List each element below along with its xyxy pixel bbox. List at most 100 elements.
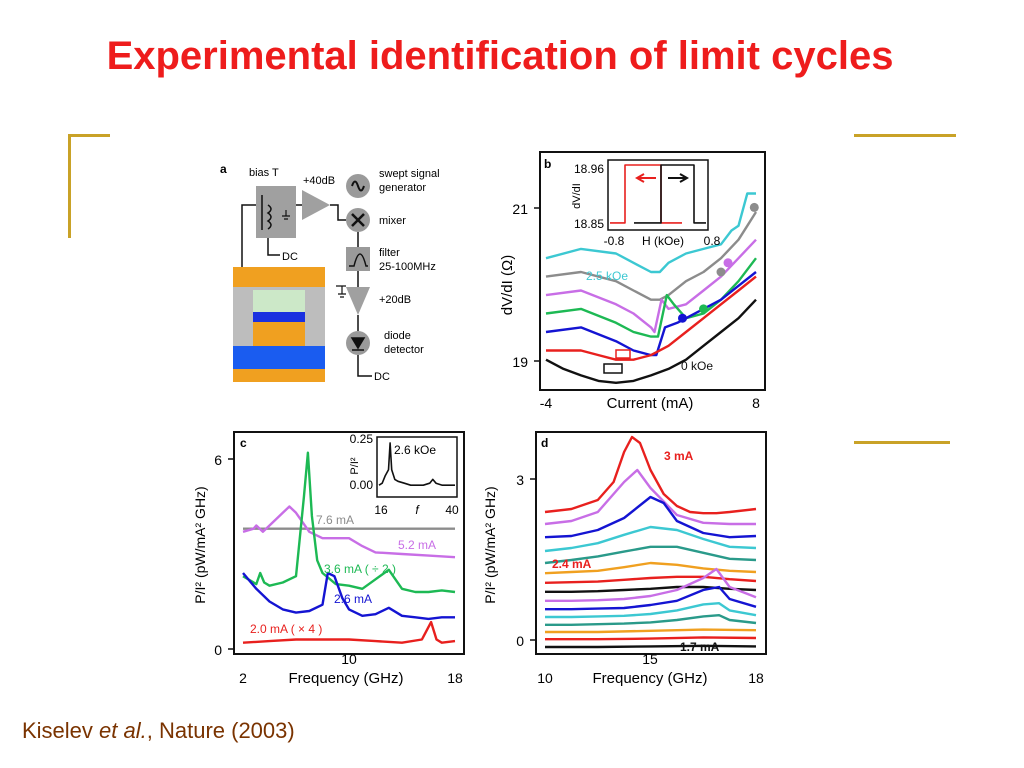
panel-b-inset-xlabel: H (kOe) [642,234,684,248]
panel-b-marker-1 [699,304,708,314]
panel-c-inset-series [378,442,455,487]
panel-d-series-line-9 [545,585,757,611]
panel-d-series-line-7 [545,585,757,593]
panel-b-black-loop [603,363,623,374]
panel-d-series-line-5 [544,561,757,575]
inset-right-arrow-icon [668,173,690,183]
panel-b-ylabel: dV/dI (Ω) [499,255,516,315]
panel-d-xlabel: Frequency (GHz) [592,670,707,687]
bottom-contact [233,369,325,382]
panel-d-series-line-10 [545,602,757,619]
panel-b-series [545,192,758,384]
panel-b-series-line-6 [545,298,757,384]
filter-label-1: filter [379,247,400,259]
panel-b-series-line-1 [545,211,758,301]
panel-d-series-line-6 [544,575,757,584]
panel-d-xtick-18: 18 [748,670,764,686]
panel-b-marker-4 [749,202,759,212]
accent-line-top-right [854,134,956,137]
bias-t-inductor-icon [266,204,272,230]
diode-icon [350,337,366,351]
swept-signal-label-1: swept signal [379,168,440,180]
panel-c-label-3.6ma: 3.6 mA ( ÷ 2 ) [324,562,396,576]
panel-b-inset-ylabel: dV/dI [571,183,583,209]
panel-c-series [242,451,456,644]
panel-b-red-loop [615,349,631,359]
panel-c-label-5.2ma: 5.2 mA [398,538,436,552]
panel-b-ytick-21: 21 [512,201,528,217]
panel-d-series-line-8 [545,567,757,602]
panel-d-ytick-3: 3 [516,472,524,488]
panel-b-series-line-4 [545,271,757,357]
panel-b-series-line-2 [545,238,757,334]
panel-b-inset-series-line-1 [634,164,706,224]
filter-label-2: 25-100MHz [379,261,436,273]
panel-c-series-line-3 [242,571,455,621]
panel-b-inset-xtick-max: 0.8 [704,234,721,248]
panel-c-inset-ylabel: P/I² [349,457,361,474]
diode-label-2: detector [384,344,424,356]
swept-signal-label-2: generator [379,182,426,194]
bias-t-label: bias T [249,167,279,179]
ground-icon-2 [336,285,346,298]
panel-b-series-line-0 [545,192,756,274]
citation-etal: et al. [99,718,147,743]
panel-c-frame [233,431,465,655]
panel-a-label: a [220,162,227,176]
panel-b-ytick-19: 19 [512,354,528,370]
panel-d-xtick-10: 10 [537,670,553,686]
panel-b-marker-2 [716,267,726,277]
panel-d-xtick-15: 15 [642,651,658,667]
mixer-x-icon [351,213,365,227]
amp-20db-label: +20dB [379,294,411,306]
panel-c-xlabel: Frequency (GHz) [288,670,403,687]
panel-b-marker-0 [678,313,687,323]
panel-b-xtick-max: 8 [752,395,760,411]
panel-c-label-2.6ma: 2.6 mA [334,592,372,606]
panel-d-ylabel: P/I² (pW/mA² GHz) [482,486,498,603]
panel-b-label-2.5koe: 2.5 kOe [586,269,628,283]
accent-line-top-left [68,134,110,137]
panel-c-inset-series-line-0 [378,442,455,487]
slide-title: Experimental identification of limit cyc… [106,34,894,78]
panel-d-frame [535,431,767,655]
diode-label-1: diode [384,330,411,342]
accent-line-left-vertical [68,134,71,238]
panel-b-inset: 18.96 18.85 -0.8 0.8 H (kOe) dV/dI [571,159,721,248]
panel-b-markers [678,202,759,323]
panel-b-marker-3 [723,258,733,268]
panel-d-series-line-12 [545,628,757,634]
dc-line-1 [267,238,280,256]
panel-b-inset-ytick-top: 18.96 [574,162,604,176]
panel-d-label-1.7ma: 1.7 mA [680,640,720,654]
panel-b-inset-series [610,164,706,224]
panel-c-label-2.0ma: 2.0 mA ( × 4 ) [250,622,322,636]
panel-c-inset: 0.25 0.00 16 f 40 P/I² 2.6 kOe [349,432,459,517]
panel-d-series [544,435,757,649]
amplifier-20db-icon [346,287,370,315]
panel-d-series-line-3 [544,525,757,553]
dc-label-1: DC [282,251,298,263]
bottom-magnetic-layer [233,346,325,369]
dc-label-2: DC [374,371,390,383]
citation-authors: Kiselev [22,718,93,743]
panel-d-label-3ma: 3 mA [664,449,694,463]
panel-b-chart: b 21 19 -4 8 Current (mA) dV/dI (Ω) 2.5 … [499,151,766,412]
panel-b-series-line-5 [546,275,757,361]
panel-b-inset-series-line-0 [610,164,682,224]
panel-c-inset-ytick-top: 0.25 [350,432,374,446]
panel-d-ytick-0: 0 [516,633,524,649]
amplifier-40db-icon [302,190,330,220]
panel-c-xtick-10: 10 [341,651,357,667]
panel-c-series-line-4 [242,620,456,644]
panel-d-series-line-11 [545,614,757,626]
panel-d-series-line-4 [544,545,757,565]
mixer-label: mixer [379,215,406,227]
bandpass-filter-icon [349,253,368,267]
device-wire [241,204,256,267]
panel-c-inset-xtick-min: 16 [374,503,388,517]
amp-40db-label: +40dB [303,175,335,187]
pillar-cap [253,290,305,312]
panel-c-ytick-6: 6 [214,452,222,468]
